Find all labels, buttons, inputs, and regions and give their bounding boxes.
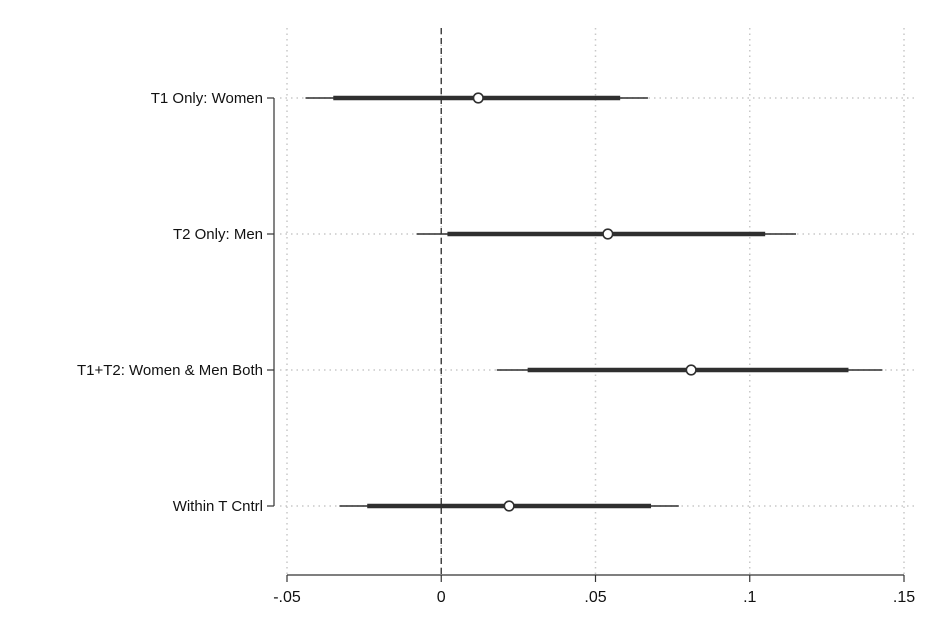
point-estimate bbox=[602, 228, 614, 240]
point-estimate bbox=[503, 500, 515, 512]
x-tick-label: .1 bbox=[743, 589, 756, 606]
x-tick-label: 0 bbox=[437, 589, 446, 606]
y-category-label: T1 Only: Women bbox=[151, 90, 263, 107]
x-tick-label: .15 bbox=[893, 589, 915, 606]
x-tick-label: .05 bbox=[584, 589, 606, 606]
y-category-label: Within T Cntrl bbox=[173, 498, 263, 515]
x-tick-label: -.05 bbox=[273, 589, 301, 606]
point-estimate bbox=[685, 364, 697, 376]
point-estimate bbox=[472, 92, 484, 104]
y-category-label: T1+T2: Women & Men Both bbox=[77, 362, 263, 379]
y-category-label: T2 Only: Men bbox=[173, 226, 263, 243]
